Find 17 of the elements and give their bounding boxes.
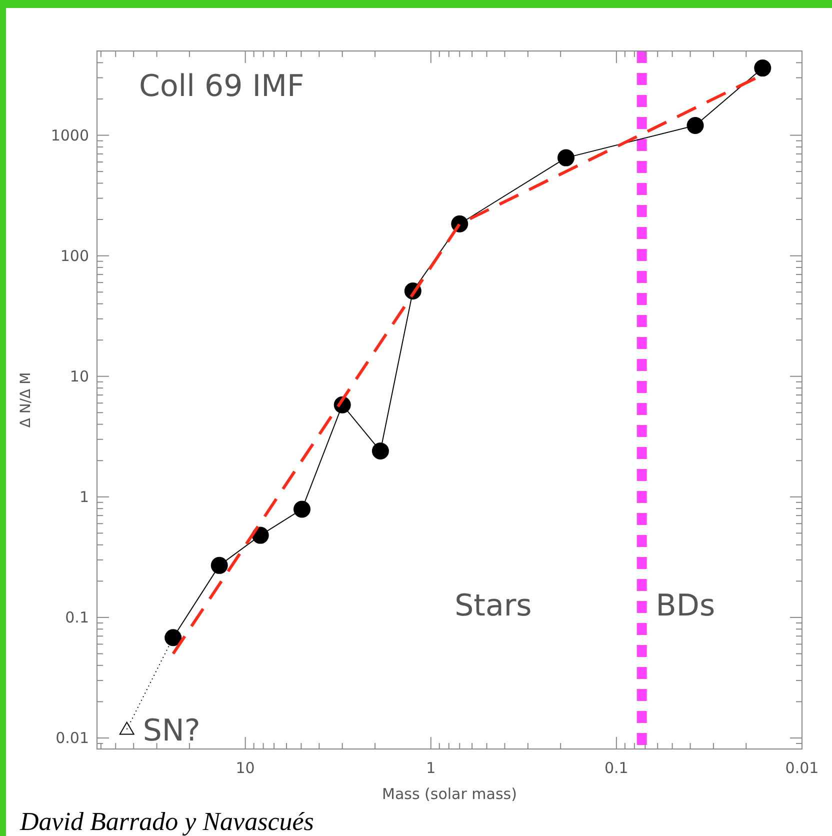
text: Coll 69 IMF bbox=[139, 69, 304, 104]
y-tick-label: 100 bbox=[60, 246, 89, 265]
x-tick-label: 1 bbox=[426, 759, 436, 777]
y-tick-label: 0.1 bbox=[65, 608, 89, 626]
y-tick-label: 1000 bbox=[50, 126, 89, 144]
x-tick-label: 0.01 bbox=[785, 759, 819, 777]
x-tick-label: 10 bbox=[236, 759, 255, 777]
x-tick-label: 0.1 bbox=[604, 759, 628, 777]
annotation: BDs bbox=[656, 588, 716, 624]
annotation: Stars bbox=[454, 588, 532, 624]
y-tick-label: 0.01 bbox=[56, 728, 89, 747]
annotation: SN? bbox=[142, 713, 200, 748]
text: David Barrado y Navascués bbox=[19, 807, 314, 836]
y-tick-label: 1 bbox=[79, 488, 89, 506]
y-tick-label: 10 bbox=[70, 367, 89, 386]
x-axis-title: Mass (solar mass) bbox=[382, 785, 517, 803]
y-axis-title: Δ N/Δ M bbox=[18, 372, 34, 428]
